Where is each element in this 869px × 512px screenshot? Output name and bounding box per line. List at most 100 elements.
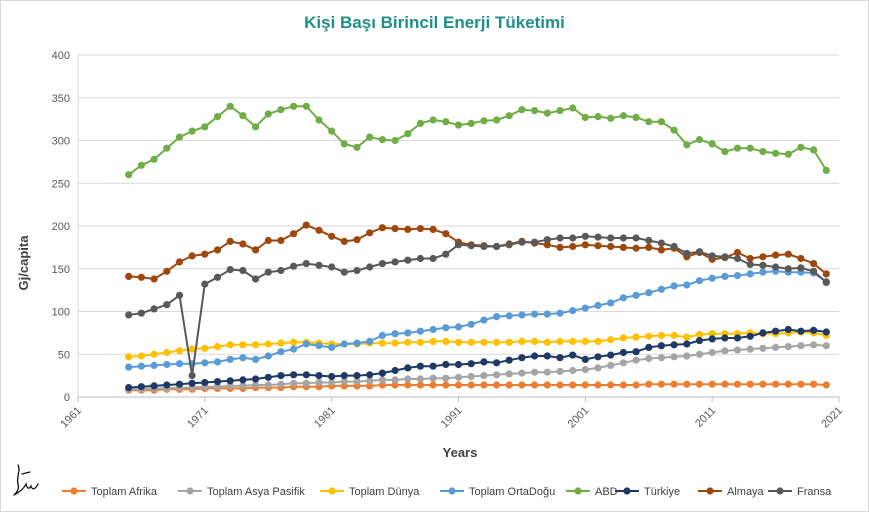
point-3-32 [531, 310, 539, 318]
point-1-19 [366, 377, 374, 385]
point-7-33 [543, 236, 551, 244]
point-4-37 [594, 113, 602, 121]
point-6-33 [543, 241, 551, 249]
x-tick-labels: 1961 1971 1981 1991 2001 2011 2021 [58, 405, 845, 431]
point-7-41 [645, 236, 653, 245]
point-4-38 [607, 114, 615, 122]
point-3-48 [733, 272, 742, 280]
point-0-52 [784, 380, 792, 388]
point-2-43 [670, 331, 678, 339]
point-0-46 [708, 380, 716, 388]
point-7-28 [480, 242, 488, 251]
point-2-1 [137, 352, 145, 360]
point-2-42 [657, 331, 666, 339]
point-5-33 [543, 352, 551, 360]
point-3-45 [695, 277, 704, 285]
point-4-29 [493, 116, 501, 124]
y-tick-350: 350 [52, 93, 70, 105]
legend: Toplam Afrika Toplam Asya Pasifik Toplam D… [62, 486, 832, 498]
point-4-23 [416, 119, 424, 127]
point-7-24 [429, 254, 437, 263]
point-4-19 [366, 133, 374, 141]
point-5-24 [429, 362, 437, 370]
point-6-25 [442, 230, 450, 238]
point-2-41 [645, 332, 653, 340]
point-6-6 [201, 250, 209, 258]
point-5-3 [163, 381, 171, 389]
point-5-20 [378, 369, 386, 377]
point-4-20 [378, 136, 386, 144]
point-0-42 [657, 380, 666, 388]
point-3-21 [391, 330, 399, 338]
point-6-2 [150, 275, 158, 283]
point-2-11 [264, 340, 272, 348]
point-0-33 [543, 381, 551, 389]
point-7-22 [404, 256, 412, 264]
point-7-50 [759, 261, 767, 269]
point-6-3 [163, 267, 171, 275]
point-4-44 [683, 141, 691, 149]
point-6-49 [746, 254, 754, 263]
point-6-13 [290, 230, 298, 238]
point-3-8 [226, 355, 234, 363]
point-4-50 [759, 148, 767, 156]
point-2-36 [581, 337, 589, 345]
point-1-41 [645, 354, 653, 363]
point-7-52 [784, 265, 792, 273]
point-5-22 [404, 364, 412, 372]
legend-label-4: ABD [595, 486, 618, 498]
point-2-9 [239, 341, 247, 349]
point-3-42 [657, 285, 666, 293]
point-1-30 [505, 370, 513, 378]
point-3-49 [746, 270, 754, 278]
point-6-24 [429, 225, 437, 233]
point-1-26 [454, 373, 463, 381]
point-6-19 [366, 229, 374, 237]
legend-item-6: Almaya [698, 486, 765, 498]
series-2 [125, 328, 830, 361]
point-6-21 [391, 225, 399, 233]
point-5-0 [125, 384, 133, 392]
point-7-14 [302, 260, 310, 268]
point-2-25 [442, 337, 450, 345]
point-4-8 [226, 102, 234, 110]
point-1-48 [733, 346, 742, 354]
point-2-30 [505, 338, 513, 346]
point-3-33 [543, 310, 551, 318]
point-6-12 [277, 236, 285, 245]
point-7-55 [822, 278, 830, 286]
point-1-8 [226, 382, 234, 390]
point-2-33 [543, 338, 551, 346]
point-4-30 [505, 112, 513, 120]
point-4-41 [645, 118, 653, 126]
point-7-47 [721, 253, 729, 261]
point-3-3 [163, 360, 171, 369]
point-1-14 [302, 379, 310, 387]
point-3-26 [454, 323, 463, 331]
point-3-36 [581, 304, 589, 312]
point-7-39 [619, 234, 628, 242]
legend-marker-0 [70, 487, 78, 495]
point-3-0 [125, 363, 133, 371]
point-5-31 [518, 354, 526, 362]
series-3 [125, 267, 830, 371]
axes [77, 55, 840, 402]
point-1-39 [619, 359, 628, 367]
point-2-2 [150, 350, 158, 358]
point-2-21 [391, 339, 399, 347]
point-7-48 [733, 254, 742, 263]
point-2-3 [163, 348, 171, 357]
point-0-40 [632, 381, 640, 389]
point-1-42 [657, 354, 666, 362]
point-5-14 [302, 371, 310, 379]
y-tick-250: 250 [52, 178, 70, 190]
point-1-24 [429, 374, 437, 382]
point-5-11 [264, 373, 272, 381]
legend-item-3: Toplam OrtaDoğu [440, 486, 555, 498]
point-7-26 [454, 241, 463, 249]
point-7-45 [695, 248, 704, 256]
signature-icon [13, 464, 39, 496]
point-2-6 [201, 344, 209, 352]
point-0-26 [454, 381, 463, 389]
point-6-40 [632, 244, 640, 252]
